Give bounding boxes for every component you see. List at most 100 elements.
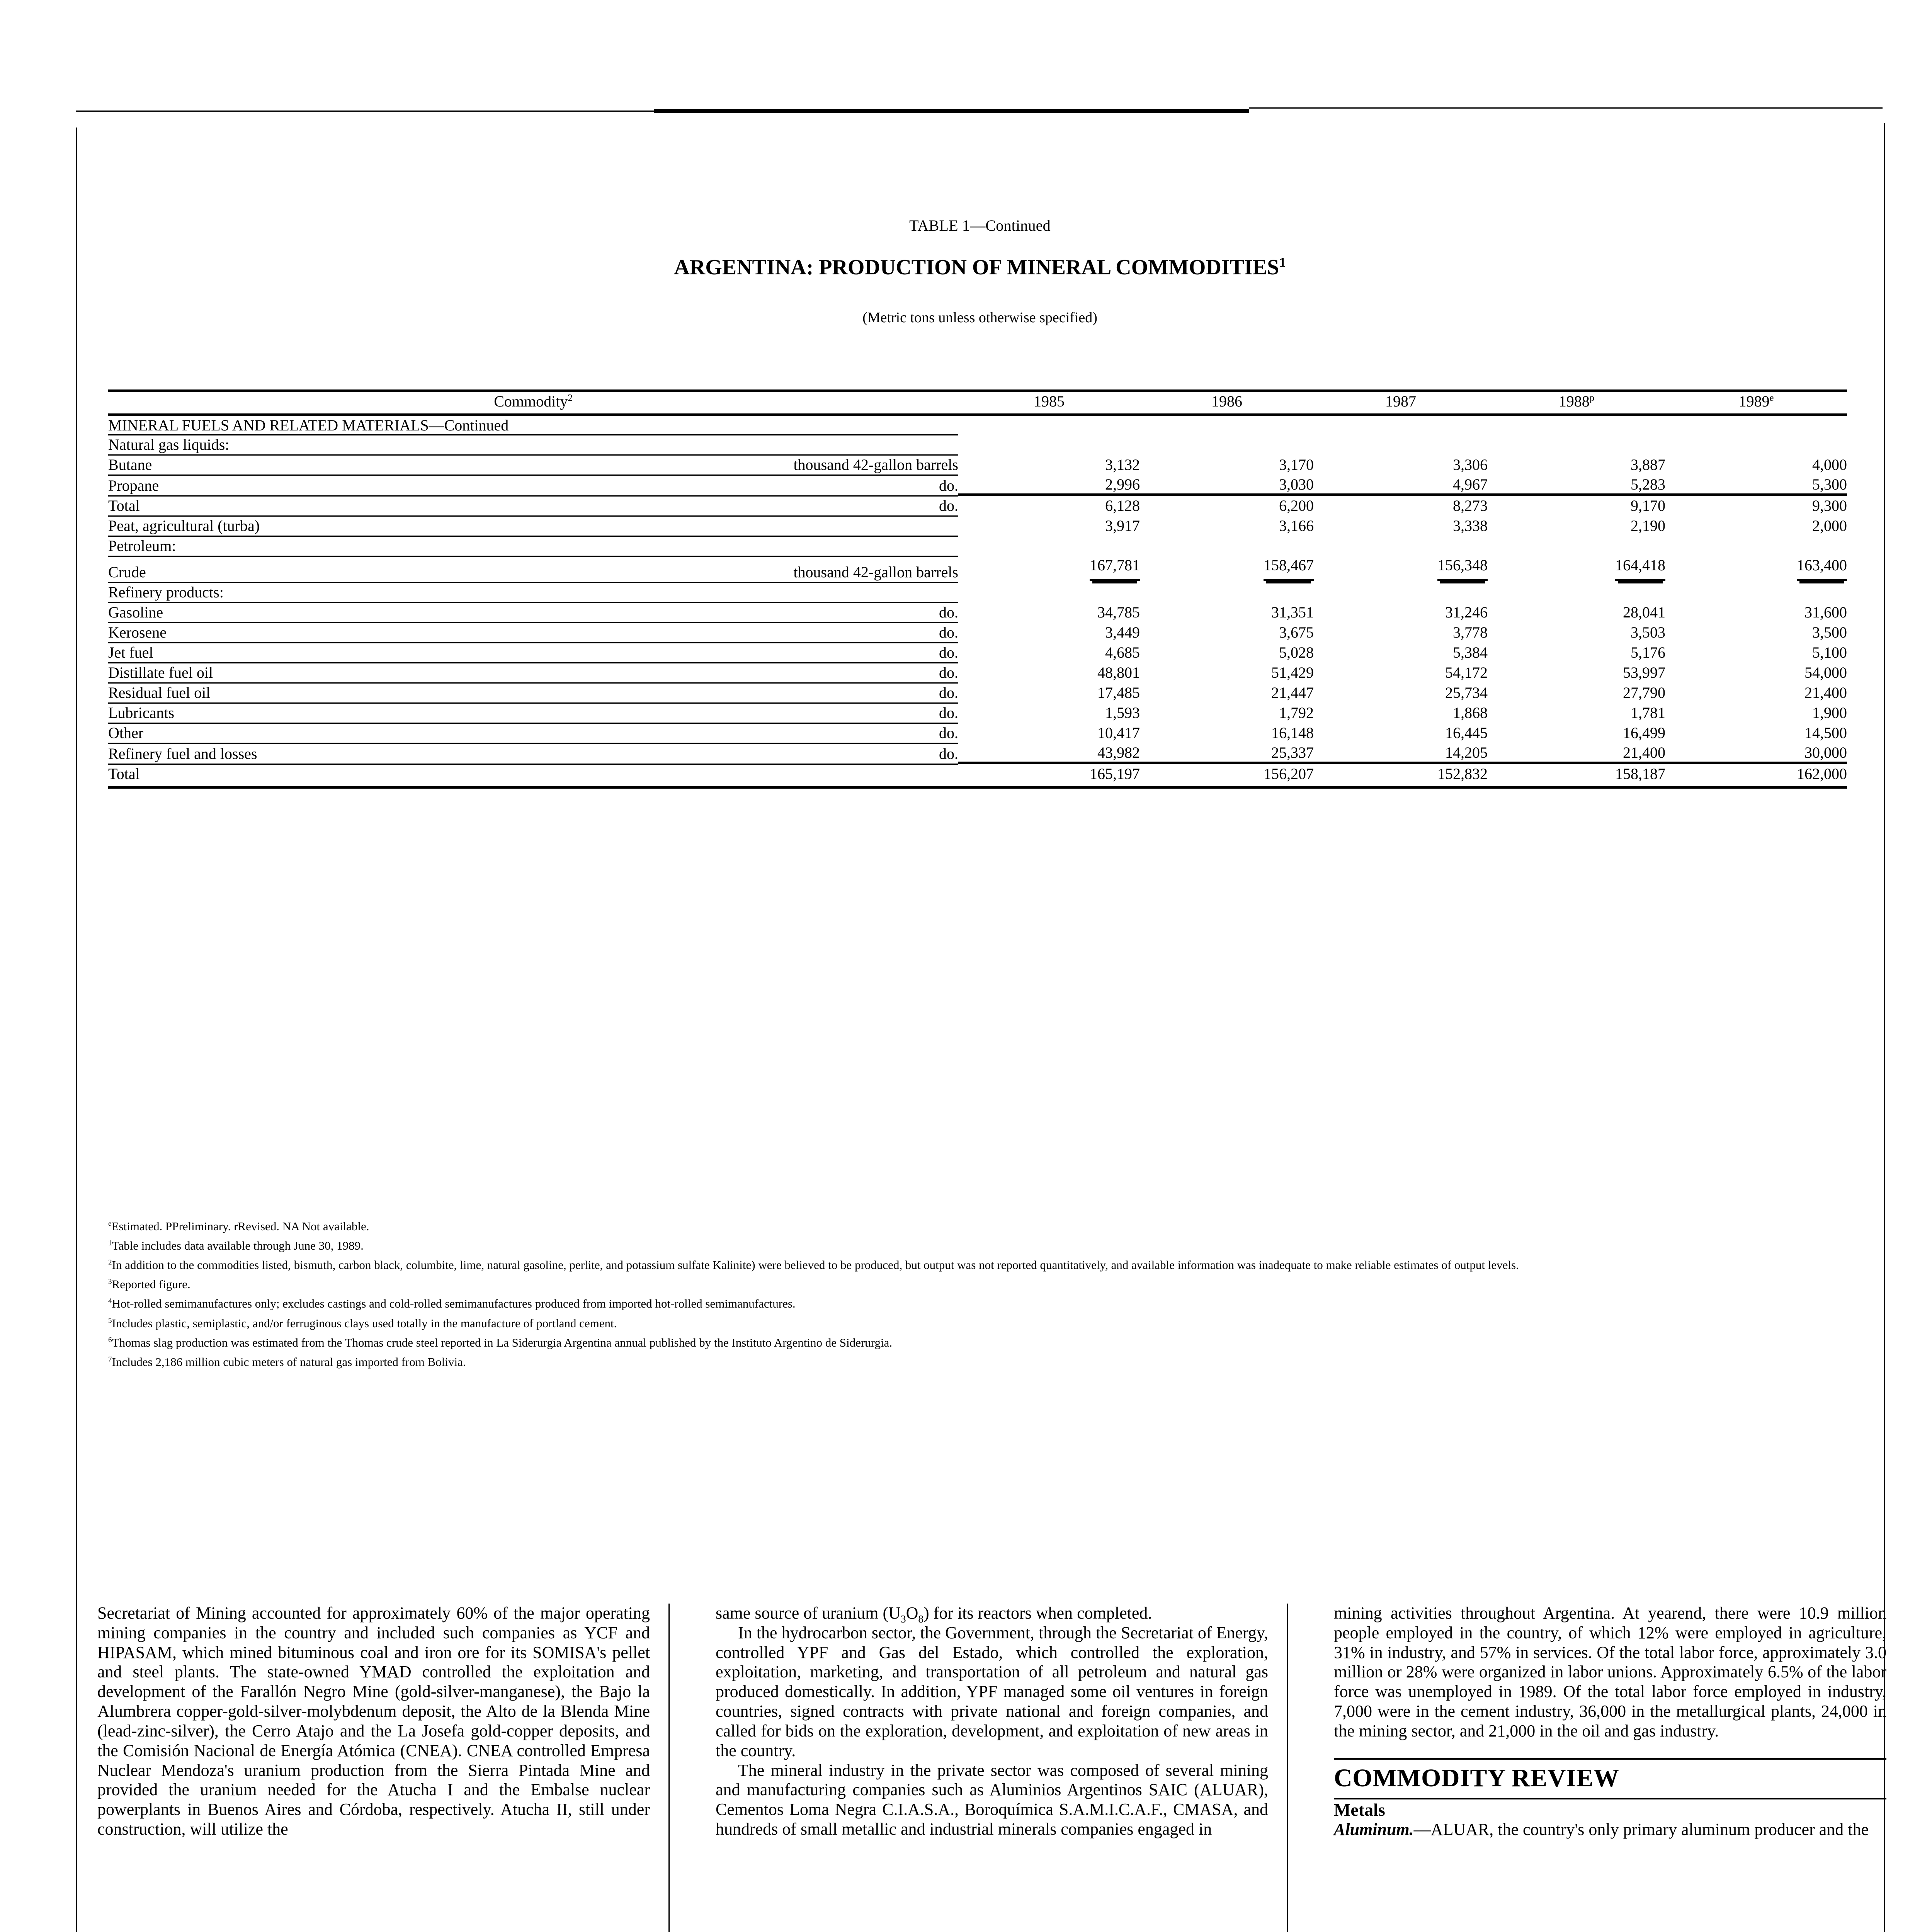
footnote-4-text: Hot-rolled semimanufactures only; exclud… bbox=[112, 1297, 796, 1311]
table-footnotes: eEstimated. PPreliminary. rRevised. NA N… bbox=[108, 1217, 1870, 1372]
cell-lubricants-1985: 1,593 bbox=[1105, 704, 1140, 721]
rule-under-residual bbox=[108, 702, 1847, 704]
cell-gasoline-1985: 34,785 bbox=[1097, 604, 1140, 621]
column-divider-1 bbox=[668, 1604, 670, 1932]
cell-distillate-1987: 54,172 bbox=[1445, 664, 1488, 681]
aluminum-text: —ALUAR, the country's only primary alumi… bbox=[1413, 1820, 1869, 1839]
cell-crude-1986: 158,467 bbox=[1140, 556, 1314, 581]
cell-residual-1989: 21,400 bbox=[1804, 684, 1847, 701]
row-unit-other: do. bbox=[939, 724, 958, 742]
cell-propane-1986: 3,030 bbox=[1140, 475, 1314, 496]
cell-ngl-total-1985: 6,128 bbox=[1105, 497, 1140, 514]
cell-refinery-fuel-1989: 30,000 bbox=[1665, 743, 1847, 764]
cell-distillate-1988: 53,997 bbox=[1623, 664, 1665, 681]
cell-refinery-total-1986: 156,207 bbox=[1264, 765, 1314, 782]
cell-ngl-total-1989: 9,300 bbox=[1812, 497, 1847, 514]
cell-jet-fuel-1989: 5,100 bbox=[1812, 644, 1847, 661]
column-header-commodity: Commodity2 bbox=[108, 391, 958, 411]
table-title-footnote-marker: 1 bbox=[1279, 255, 1286, 270]
footnote-1: 1Table includes data available through J… bbox=[108, 1239, 364, 1253]
table-bottom-rule bbox=[108, 782, 1847, 789]
cell-lubricants-1986: 1,792 bbox=[1279, 704, 1314, 721]
rule-under-lubricants bbox=[108, 722, 1847, 724]
table-row: Gasoline do. 34,785 31,351 31,246 28,041… bbox=[108, 603, 1847, 622]
row-label-ngl-total: Total bbox=[108, 497, 140, 514]
production-table-wrapper: Commodity2 1985 1986 1987 1988p 1989e MI… bbox=[108, 386, 1847, 789]
row-label-distillate-fuel-oil: Distillate fuel oil bbox=[108, 664, 213, 681]
footnote-symbols: eEstimated. PPreliminary. rRevised. NA N… bbox=[108, 1219, 369, 1233]
row-unit-lubricants: do. bbox=[939, 704, 958, 721]
aluminum-term: Aluminum. bbox=[1334, 1820, 1414, 1839]
row-unit-kerosene: do. bbox=[939, 624, 958, 641]
cell-distillate-1986: 51,429 bbox=[1271, 664, 1314, 681]
footnote-4: 4Hot-rolled semimanufactures only; exclu… bbox=[108, 1297, 796, 1311]
footnote-symbols-text: Estimated. PPreliminary. rRevised. NA No… bbox=[111, 1219, 369, 1233]
table-group-petroleum-row: Petroleum: bbox=[108, 536, 1847, 555]
cell-crude-1987: 156,348 bbox=[1314, 556, 1488, 581]
group-refinery-products: Refinery products: bbox=[108, 583, 224, 601]
cell-refinery-fuel-1987: 14,205 bbox=[1314, 743, 1488, 764]
metals-subheading: Metals bbox=[1334, 1799, 1385, 1820]
cell-peat-1987: 3,338 bbox=[1453, 517, 1488, 534]
row-label-kerosene: Kerosene bbox=[108, 624, 167, 641]
rule-under-peat bbox=[108, 534, 1847, 537]
row-label-peat: Peat, agricultural (turba) bbox=[108, 517, 260, 534]
cell-kerosene-1986: 3,675 bbox=[1279, 624, 1314, 641]
cell-lubricants-1989: 1,900 bbox=[1812, 704, 1847, 721]
table-row: Butane thousand 42-gallon barrels 3,132 … bbox=[108, 455, 1847, 474]
header-rule-center bbox=[654, 109, 1249, 113]
cell-residual-1986: 21,447 bbox=[1271, 684, 1314, 701]
row-label-lubricants: Lubricants bbox=[108, 704, 175, 721]
row-unit-crude: thousand 42-gallon barrels bbox=[793, 563, 958, 581]
cell-crude-1986-value: 158,467 bbox=[1264, 556, 1314, 581]
cell-propane-1989: 5,300 bbox=[1665, 475, 1847, 496]
cell-refinery-total-1987: 152,832 bbox=[1437, 765, 1488, 782]
column-header-1987: 1987 bbox=[1385, 393, 1416, 410]
cell-lubricants-1987: 1,868 bbox=[1453, 704, 1488, 721]
cell-gasoline-1989: 31,600 bbox=[1804, 604, 1847, 621]
table-row: Total 165,197 156,207 152,832 158,187 16… bbox=[108, 764, 1847, 783]
table-caption: TABLE 1—Continued bbox=[909, 217, 1051, 234]
table-row: Distillate fuel oil do. 48,801 51,429 54… bbox=[108, 663, 1847, 682]
column-header-1988: 1988p bbox=[1488, 391, 1665, 411]
rule-under-refinery bbox=[108, 601, 1847, 603]
uranium-subscript-8: 8 bbox=[918, 1613, 924, 1625]
cell-residual-1985: 17,485 bbox=[1097, 684, 1140, 701]
cell-butane-1986: 3,170 bbox=[1279, 456, 1314, 473]
table-section-header-row: MINERAL FUELS AND RELATED MATERIALS—Cont… bbox=[108, 415, 1847, 435]
cell-crude-1988-value: 164,418 bbox=[1615, 556, 1665, 581]
table-top-rule bbox=[108, 386, 1847, 392]
cell-other-1988: 16,499 bbox=[1623, 724, 1665, 742]
commodity-review-bottom-rule bbox=[1334, 1798, 1886, 1799]
page-frame-left-line bbox=[76, 128, 77, 1932]
footnote-3: 3Reported figure. bbox=[108, 1277, 190, 1291]
column-header-1985: 1985 bbox=[1034, 393, 1065, 410]
cell-crude-1987-value: 156,348 bbox=[1437, 556, 1488, 581]
table-row: Jet fuel do. 4,685 5,028 5,384 5,176 5,1… bbox=[108, 643, 1847, 662]
cell-crude-1989-value: 163,400 bbox=[1797, 556, 1847, 581]
cell-other-1987: 16,445 bbox=[1445, 724, 1488, 742]
cell-refinery-total-1989: 162,000 bbox=[1797, 765, 1847, 782]
cell-lubricants-1988: 1,781 bbox=[1631, 704, 1665, 721]
column-header-commodity-footnote-marker: 2 bbox=[568, 393, 573, 403]
footnote-2: 2In addition to the commodities listed, … bbox=[108, 1258, 1519, 1272]
body-column-2: same source of uranium (U3O8) for its re… bbox=[716, 1604, 1268, 1932]
cell-butane-1989: 4,000 bbox=[1812, 456, 1847, 473]
row-label-crude: Crude bbox=[108, 563, 146, 581]
cell-crude-1988: 164,418 bbox=[1488, 556, 1665, 581]
cell-jet-fuel-1987: 5,384 bbox=[1453, 644, 1488, 661]
row-unit-distillate-fuel-oil: do. bbox=[939, 664, 958, 681]
rule-under-propane bbox=[108, 494, 1847, 497]
cell-peat-1988: 2,190 bbox=[1631, 517, 1665, 534]
row-label-other: Other bbox=[108, 724, 144, 742]
group-natural-gas-liquids: Natural gas liquids: bbox=[108, 436, 230, 453]
cell-jet-fuel-1986: 5,028 bbox=[1279, 644, 1314, 661]
rule-under-gasoline bbox=[108, 621, 1847, 623]
table-header-row: Commodity2 1985 1986 1987 1988p 1989e bbox=[108, 391, 1847, 411]
cell-residual-1987: 25,734 bbox=[1445, 684, 1488, 701]
row-unit-butane: thousand 42-gallon barrels bbox=[793, 456, 958, 473]
body-text-columns: Secretariat of Mining accounted for appr… bbox=[97, 1604, 1886, 1932]
cell-propane-1988: 5,283 bbox=[1488, 475, 1665, 496]
table-row: Lubricants do. 1,593 1,792 1,868 1,781 1… bbox=[108, 703, 1847, 722]
column-header-1989-label: 1989 bbox=[1738, 393, 1770, 410]
